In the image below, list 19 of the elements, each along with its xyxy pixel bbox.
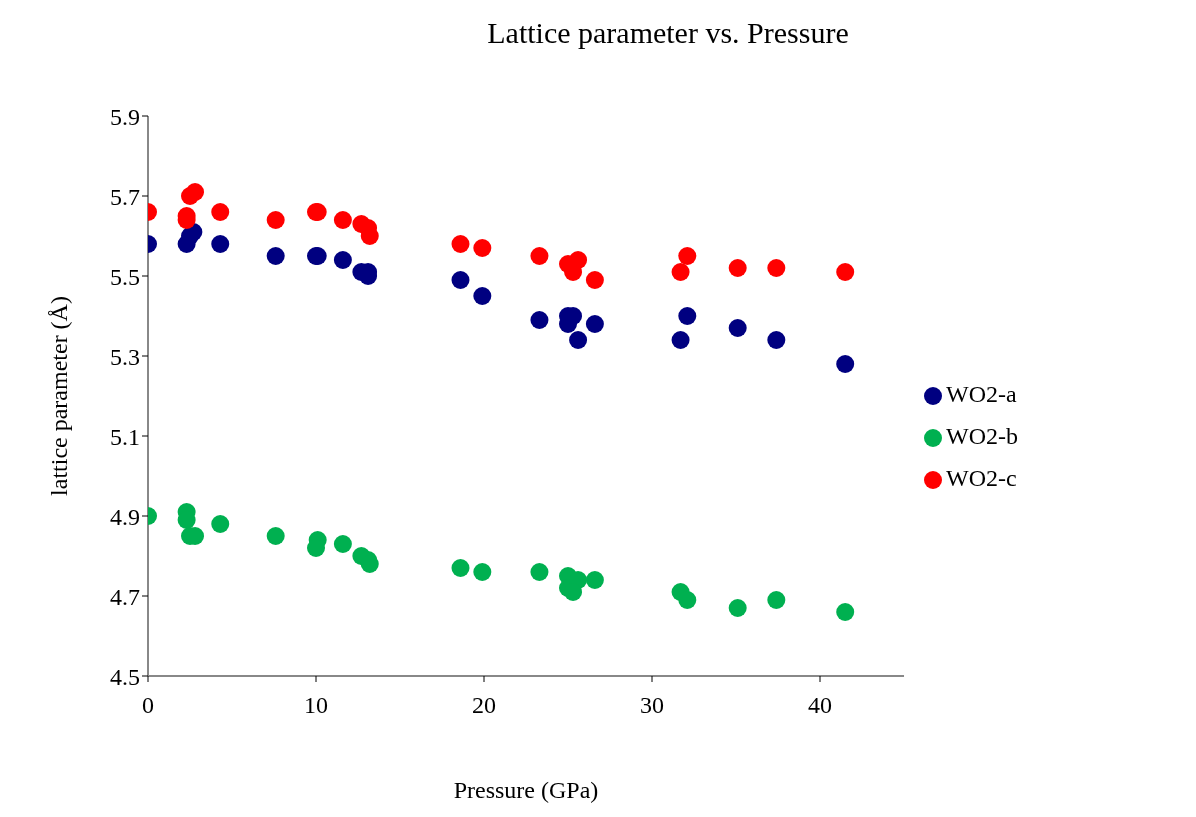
y-tick-label: 4.7 bbox=[110, 583, 140, 610]
chart-title: Lattice parameter vs. Pressure bbox=[486, 15, 850, 51]
y-tick-label: 5.5 bbox=[110, 263, 140, 290]
y-tick-label: 5.7 bbox=[110, 183, 140, 210]
y-tick-label: 5.3 bbox=[110, 343, 140, 370]
x-tick-label: 10 bbox=[304, 692, 328, 719]
x-tick-label: 0 bbox=[142, 692, 154, 719]
y-axis-title: lattice parameter (Å) bbox=[45, 296, 72, 496]
legend-label: WO2-b bbox=[946, 423, 1018, 449]
x-axis-title: Pressure (GPa) bbox=[453, 777, 599, 804]
y-tick-label: 4.5 bbox=[110, 663, 140, 690]
legend-label: WO2-c bbox=[946, 465, 1017, 491]
y-tick-label: 5.1 bbox=[110, 423, 140, 450]
y-tick-label: 4.9 bbox=[110, 503, 140, 530]
x-tick-label: 40 bbox=[808, 692, 833, 719]
x-tick-label: 30 bbox=[640, 692, 665, 719]
y-tick-label: 5.9 bbox=[110, 103, 140, 130]
x-tick-label: 20 bbox=[472, 692, 497, 719]
legend-label: WO2-a bbox=[946, 381, 1017, 407]
